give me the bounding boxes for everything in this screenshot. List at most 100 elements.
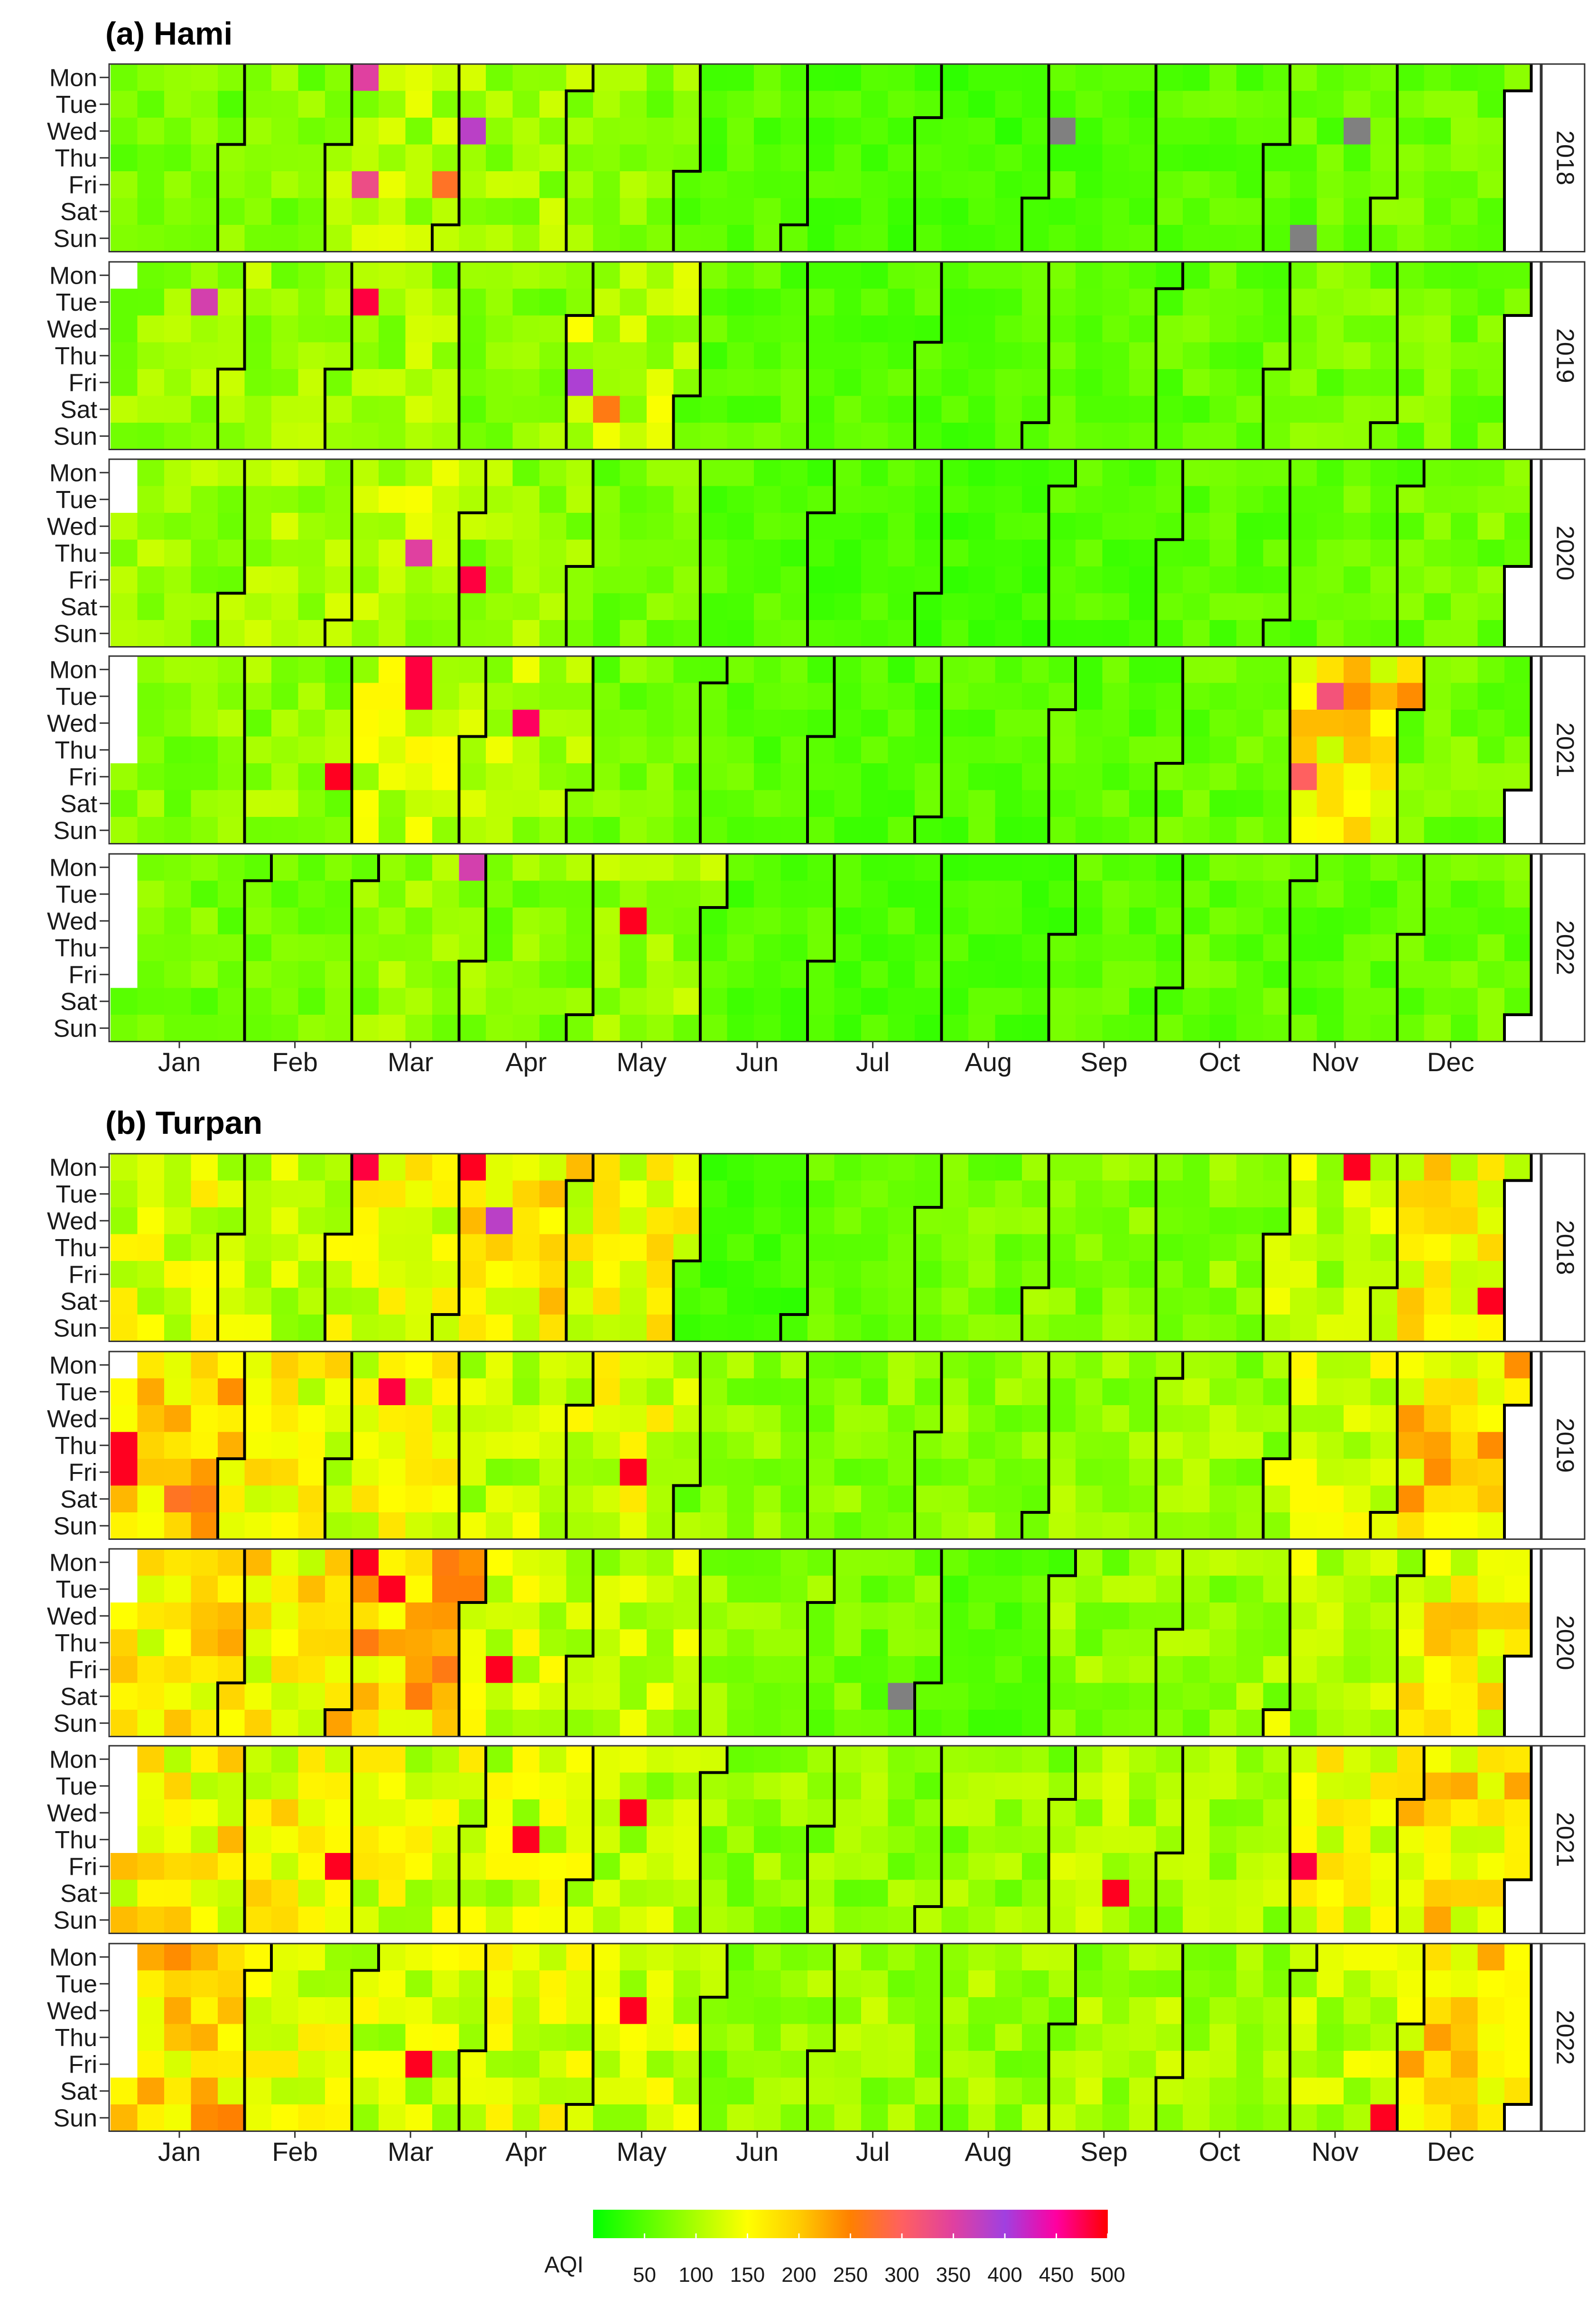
day-cell xyxy=(218,1261,245,1288)
day-cell xyxy=(191,656,218,684)
day-cell xyxy=(1049,1880,1076,1907)
day-cell xyxy=(512,1207,540,1235)
day-cell xyxy=(1236,1602,1264,1630)
day-cell xyxy=(968,288,996,316)
day-cell xyxy=(754,2104,781,2132)
day-cell xyxy=(941,2077,969,2105)
day-cell xyxy=(218,1629,245,1657)
day-cell xyxy=(1156,1315,1183,1342)
day-cell xyxy=(1236,225,1264,252)
day-cell xyxy=(1129,1746,1157,1773)
day-cell xyxy=(861,198,889,225)
day-cell xyxy=(1076,1602,1103,1630)
day-cell xyxy=(1049,1261,1076,1288)
day-cell xyxy=(968,683,996,710)
day-cell xyxy=(539,2051,567,2078)
day-cell xyxy=(191,1512,218,1540)
day-cell xyxy=(861,1315,889,1342)
day-cell xyxy=(1451,566,1478,594)
day-cell xyxy=(244,817,272,844)
day-cell xyxy=(1344,262,1371,289)
day-cell xyxy=(352,2024,379,2051)
day-cell xyxy=(298,854,325,881)
year-label: 2019 xyxy=(1551,328,1578,383)
day-cell xyxy=(1424,1154,1451,1181)
day-cell xyxy=(1156,1880,1183,1907)
day-cell xyxy=(1102,790,1130,817)
weekday-label: Wed xyxy=(47,1997,97,2025)
day-cell xyxy=(1317,225,1344,252)
day-cell xyxy=(700,908,728,935)
day-cell xyxy=(1370,1772,1398,1800)
day-cell xyxy=(1102,1602,1130,1630)
day-cell xyxy=(405,315,433,343)
day-cell xyxy=(325,459,353,487)
day-cell xyxy=(968,2024,996,2051)
day-cell xyxy=(432,736,460,764)
day-cell xyxy=(968,1629,996,1657)
day-cell xyxy=(1290,1015,1318,1042)
day-cell xyxy=(137,288,165,316)
day-cell xyxy=(1290,459,1318,487)
day-cell xyxy=(620,1907,647,1934)
day-cell xyxy=(968,1880,996,1907)
day-cell xyxy=(1290,2051,1318,2078)
weekday-label: Mon xyxy=(49,1746,97,1773)
day-cell xyxy=(298,1512,325,1540)
day-cell xyxy=(780,1287,808,1315)
day-cell xyxy=(1317,1880,1344,1907)
day-cell xyxy=(191,1826,218,1853)
month-boundary xyxy=(699,854,729,1042)
day-cell xyxy=(459,1970,486,1998)
day-cell xyxy=(1344,2104,1371,2132)
day-cell xyxy=(271,1575,299,1603)
day-cell xyxy=(700,91,728,118)
day-cell xyxy=(1290,854,1318,881)
day-cell xyxy=(191,91,218,118)
day-cell xyxy=(673,1378,701,1406)
day-cell xyxy=(888,1234,915,1261)
day-cell xyxy=(1049,1970,1076,1998)
day-cell xyxy=(1370,880,1398,908)
day-cell xyxy=(1317,1772,1344,1800)
day-cell xyxy=(432,2051,460,2078)
day-cell xyxy=(379,91,406,118)
day-cell xyxy=(620,1853,647,1880)
day-cell xyxy=(1397,683,1425,710)
day-cell xyxy=(1183,1629,1210,1657)
day-cell xyxy=(1263,1997,1290,2025)
day-cell xyxy=(459,342,486,370)
day-cell xyxy=(888,1261,915,1288)
day-cell xyxy=(1504,2024,1532,2051)
day-cell xyxy=(218,396,245,423)
day-cell xyxy=(968,539,996,567)
day-cell xyxy=(405,1154,433,1181)
day-cell xyxy=(915,961,942,989)
day-cell xyxy=(915,620,942,648)
day-cell xyxy=(298,369,325,397)
day-cell xyxy=(486,1826,513,1853)
day-cell xyxy=(1156,934,1183,962)
day-cell xyxy=(1236,91,1264,118)
day-cell xyxy=(834,1207,862,1235)
weekday-label: Sun xyxy=(53,1710,97,1737)
day-cell xyxy=(834,1287,862,1315)
day-cell xyxy=(1022,961,1049,989)
day-cell xyxy=(1263,225,1290,252)
day-cell xyxy=(1290,1575,1318,1603)
day-cell xyxy=(754,1826,781,1853)
day-cell xyxy=(164,988,192,1015)
day-cell xyxy=(995,710,1022,737)
day-cell xyxy=(1183,683,1210,710)
day-cell xyxy=(1370,593,1398,621)
day-cell xyxy=(352,1629,379,1657)
day-cell xyxy=(379,1459,406,1486)
day-cell xyxy=(1129,198,1157,225)
day-cell xyxy=(1209,854,1237,881)
day-cell xyxy=(995,118,1022,145)
day-cell xyxy=(1397,1207,1425,1235)
day-cell xyxy=(754,880,781,908)
day-cell xyxy=(780,1154,808,1181)
day-cell xyxy=(861,171,889,199)
day-cell xyxy=(1156,1997,1183,2025)
